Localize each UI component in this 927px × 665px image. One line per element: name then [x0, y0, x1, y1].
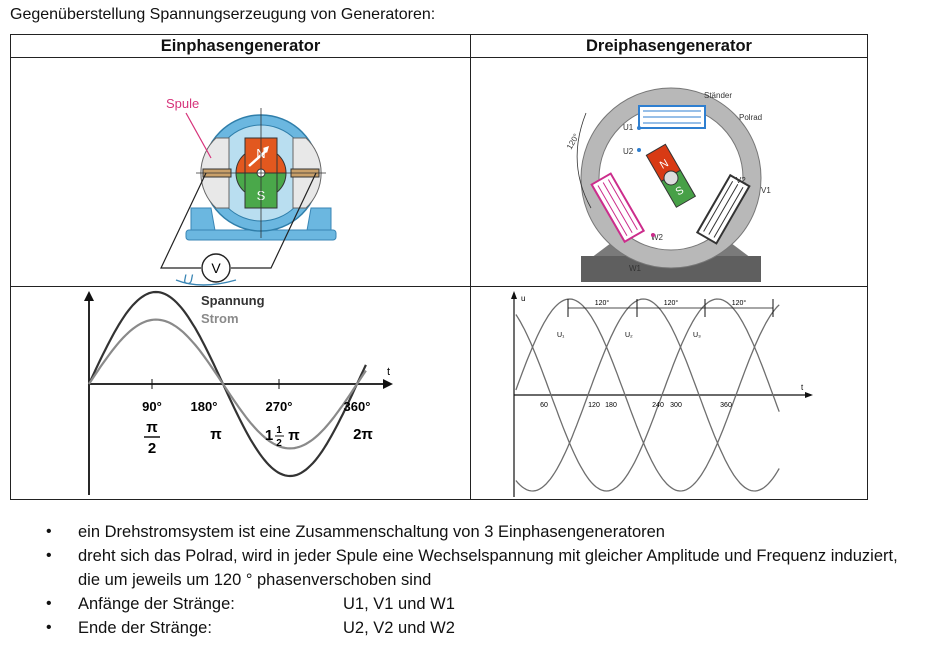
curve-u3: [515, 298, 780, 492]
bullet-3-value: U1, V1 und W1: [343, 595, 455, 613]
bullet-list: ein Drehstromsystem ist eine Zusammensch…: [36, 520, 906, 640]
tick-pi-3half: π: [288, 427, 300, 444]
curve-label-u2: U₂: [625, 332, 633, 339]
single-phase-chart-cell: t Spannung Strom 90° 180° 270° 360° π 2 …: [10, 286, 471, 500]
bullet-4-value: U2, V2 und W2: [343, 619, 455, 637]
tick-pi: π: [210, 426, 222, 443]
t-axis-label: t: [387, 366, 390, 378]
bullet-4-label: Ende der Stränge:: [78, 619, 212, 637]
coil-w2-label: W2: [651, 233, 664, 242]
interval-label-1: 120°: [595, 299, 610, 307]
interval-label-3: 120°: [732, 299, 747, 307]
curve-u1: [515, 298, 780, 492]
tick-half-den: 2: [276, 438, 282, 449]
xtick-360: 360: [720, 402, 732, 409]
bullet-3-label: Anfänge der Stränge:: [78, 595, 235, 613]
xtick-120: 120: [588, 402, 600, 409]
voltage-symbol: U: [183, 271, 194, 286]
bullet-item-1: ein Drehstromsystem ist eine Zusammensch…: [36, 520, 906, 544]
tick-360: 360°: [344, 399, 371, 414]
interval-label-2: 120°: [664, 299, 679, 307]
tick-270: 270°: [266, 399, 293, 414]
bullet-item-4: Ende der Stränge: U2, V2 und W2: [36, 616, 906, 640]
single-generator-cell: N S Spule V U: [10, 57, 471, 287]
u-axis-label: u: [521, 294, 525, 303]
comparison-table: Einphasengenerator Dreiphasengenerator: [10, 34, 868, 500]
tick-90: 90°: [142, 399, 162, 414]
legend-voltage: Spannung: [201, 293, 265, 308]
coil-u2-label: U2: [623, 147, 634, 156]
bullet-item-2: dreht sich das Polrad, wird in jeder Spu…: [36, 544, 906, 592]
coil-w1-label: W1: [629, 264, 642, 273]
coil-v2-label: V2: [736, 176, 746, 185]
curve-u2: [515, 298, 780, 492]
xtick-300: 300: [670, 402, 682, 409]
stator-label: Ständer: [704, 91, 732, 100]
tick-two-pi: 2π: [353, 426, 373, 443]
xtick-180: 180: [605, 402, 617, 409]
coil-label: Spule: [166, 96, 199, 111]
coil-v1-label: V1: [761, 186, 771, 195]
rotor-label: Polrad: [739, 113, 762, 122]
tick-one: 1: [265, 427, 273, 444]
coil-u1-label: U1: [623, 123, 634, 132]
current-curve: [88, 318, 367, 450]
tick-half-num: 1: [276, 425, 282, 436]
curve-label-u3: U₃: [693, 332, 701, 339]
three-phase-generator-cell: N S Ständer Polrad 120° U1 U2 V1 V2 W1 W…: [470, 57, 868, 287]
angle-label: 120°: [565, 132, 581, 151]
single-generator-diagram: N S Spule V U: [160, 96, 337, 286]
tick-180: 180°: [191, 399, 218, 414]
three-phase-generator-diagram: N S Ständer Polrad 120° U1 U2 V1 V2 W1 W…: [565, 87, 771, 282]
header-three-phase-generator: Dreiphasengenerator: [470, 34, 868, 58]
three-phase-chart-cell: u t 120° 120° 120° U₁ U₂ U₃ 60 120: [470, 286, 868, 500]
single-phase-chart: t Spannung Strom 90° 180° 270° 360° π 2 …: [84, 290, 393, 495]
curve-label-u1: U₁: [557, 332, 565, 339]
bullet-item-3: Anfänge der Stränge: U1, V1 und W1: [36, 592, 906, 616]
tick-pi-half-den: 2: [148, 440, 156, 457]
xtick-60: 60: [540, 402, 548, 409]
intro-text: Gegenüberstellung Spannungserzeugung von…: [10, 6, 436, 23]
header-single-generator: Einphasengenerator: [10, 34, 471, 58]
t-axis-label-3ph: t: [801, 383, 804, 392]
legend-current: Strom: [201, 311, 239, 326]
tick-pi-half-num: π: [146, 419, 158, 436]
three-phase-chart: u t 120° 120° 120° U₁ U₂ U₃ 60 120: [511, 291, 813, 497]
voltage-curve: [88, 290, 367, 478]
xtick-240: 240: [652, 402, 664, 409]
voltmeter-label: V: [211, 260, 221, 276]
